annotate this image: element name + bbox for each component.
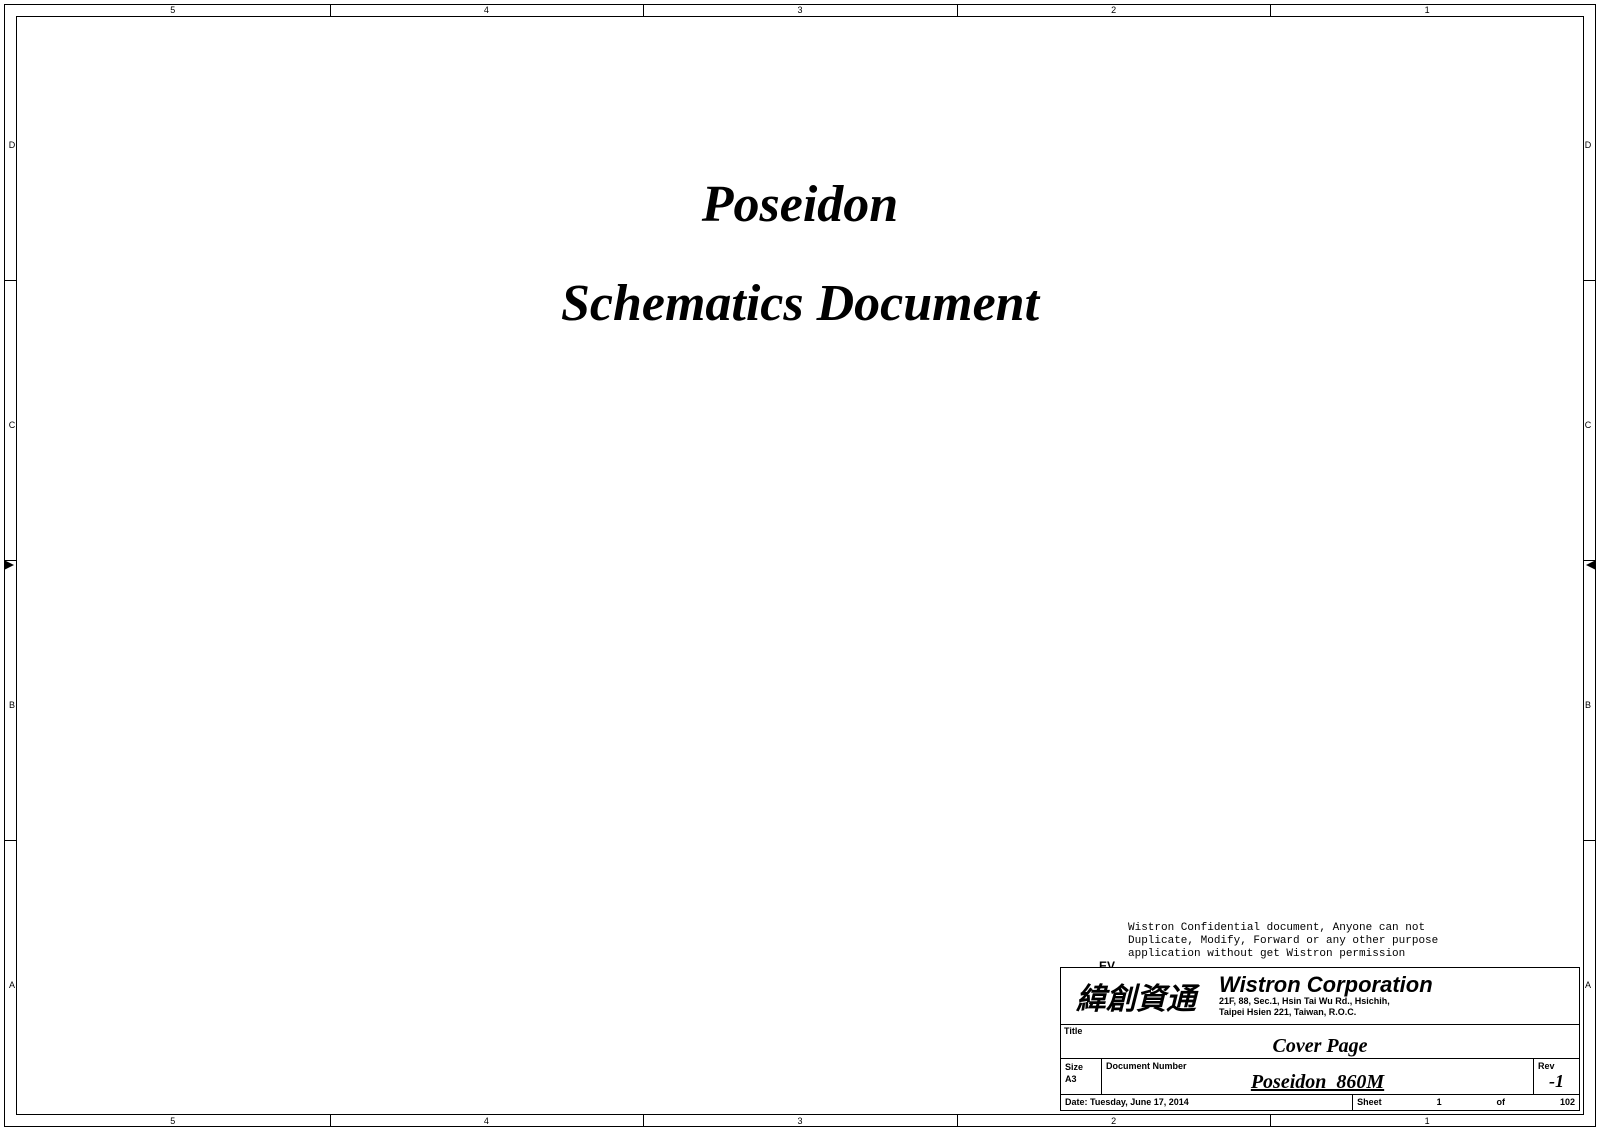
sheet-cell: Sheet 1 of 102: [1352, 1095, 1579, 1110]
company-logo-text: 緯創資通: [1061, 974, 1211, 1018]
rev-label: Rev: [1538, 1061, 1575, 1071]
ruler-col: 3: [643, 4, 957, 16]
fold-arrow-right-icon: [1586, 560, 1596, 570]
row-label-right: D: [1582, 140, 1594, 150]
ruler-col: 1: [1270, 1115, 1584, 1127]
project-name: Poseidon: [0, 175, 1600, 234]
row-label-right: A: [1582, 980, 1594, 990]
ruler-col: 2: [957, 1115, 1271, 1127]
ruler-col: 2: [957, 4, 1271, 16]
ruler-col: 5: [16, 1115, 330, 1127]
docnum-label: Document Number: [1106, 1061, 1529, 1071]
date-label: Date:: [1065, 1097, 1088, 1107]
size-cell: Size A3: [1061, 1059, 1101, 1094]
ruler-col: 4: [330, 4, 644, 16]
sheet-label: Sheet: [1357, 1097, 1382, 1108]
size-value: A3: [1065, 1073, 1097, 1085]
size-label: Size: [1065, 1061, 1097, 1073]
row-tick: [1584, 840, 1596, 841]
ruler-top: 5 4 3 2 1: [16, 4, 1584, 16]
rev-value: -1: [1538, 1071, 1575, 1092]
row-label-left: D: [6, 140, 18, 150]
fold-arrow-left-icon: [4, 560, 14, 570]
sheet-of: of: [1497, 1097, 1506, 1108]
company-info: Wistron Corporation 21F, 88, Sec.1, Hsin…: [1211, 974, 1579, 1018]
row-label-right: C: [1582, 420, 1594, 430]
company-address-2: Taipei Hsien 221, Taiwan, R.O.C.: [1219, 1007, 1579, 1018]
company-address-1: 21F, 88, Sec.1, Hsin Tai Wu Rd., Hsichih…: [1219, 996, 1579, 1007]
docnum-value: Poseidon_860M: [1106, 1071, 1529, 1094]
date-cell: Date: Tuesday, June 17, 2014: [1061, 1095, 1352, 1110]
main-title-block: Poseidon Schematics Document: [0, 175, 1600, 333]
confidentiality-note: Wistron Confidential document, Anyone ca…: [1128, 922, 1558, 961]
sheet-total: 102: [1560, 1097, 1575, 1108]
date-value: Tuesday, June 17, 2014: [1090, 1097, 1189, 1107]
row-tick: [4, 840, 16, 841]
docnum-cell: Document Number Poseidon_860M: [1101, 1059, 1533, 1094]
title-label: Title: [1064, 1026, 1082, 1036]
ruler-col: 5: [16, 4, 330, 16]
ruler-col: 1: [1270, 4, 1584, 16]
row-label-left: C: [6, 420, 18, 430]
sheet-title: Cover Page: [1065, 1027, 1575, 1058]
row-label-left: A: [6, 980, 18, 990]
sheet-current: 1: [1437, 1097, 1442, 1108]
ruler-col: 4: [330, 1115, 644, 1127]
ruler-col: 3: [643, 1115, 957, 1127]
rev-cell: Rev -1: [1533, 1059, 1579, 1094]
ruler-bottom: 5 4 3 2 1: [16, 1115, 1584, 1127]
document-type: Schematics Document: [0, 274, 1600, 333]
row-label-left: B: [6, 700, 18, 710]
company-name: Wistron Corporation: [1219, 974, 1579, 996]
title-block: 緯創資通 Wistron Corporation 21F, 88, Sec.1,…: [1060, 967, 1580, 1111]
row-label-right: B: [1582, 700, 1594, 710]
